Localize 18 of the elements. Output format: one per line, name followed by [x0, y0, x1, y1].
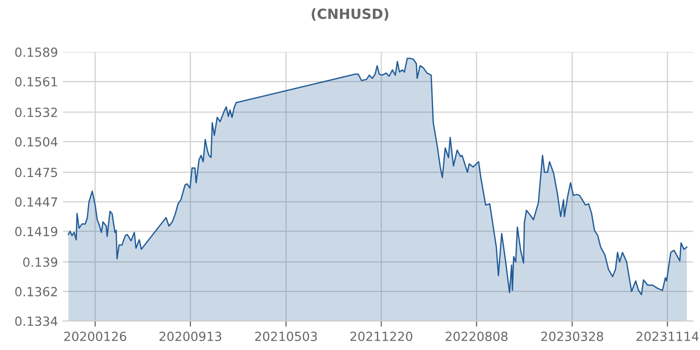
x-tick-label: 20200126 [64, 332, 126, 342]
y-tick-label: 0.1362 [15, 286, 57, 296]
x-tick-label: 20230328 [541, 332, 604, 342]
x-tick-label: 20210503 [255, 332, 317, 342]
chart-title: (CNHUSD) [312, 8, 388, 21]
y-tick-label: 0.1532 [15, 108, 57, 118]
y-tick-label: 0.1447 [15, 197, 58, 207]
y-tick-label: 0.1419 [15, 226, 58, 236]
y-tick-label: 0.1504 [15, 137, 58, 147]
y-tick-label: 0.1561 [15, 77, 57, 86]
y-tick-label: 0.139 [23, 257, 58, 267]
x-tick-label: 20231114 [636, 332, 699, 342]
y-tick-label: 0.1589 [15, 47, 58, 57]
y-tick-label: 0.1475 [15, 168, 58, 178]
x-tick-label: 20220808 [446, 332, 508, 342]
y-tick-label: 0.1334 [15, 316, 58, 326]
x-tick-label: 20211220 [350, 332, 412, 342]
x-tick-label: 20200913 [160, 332, 222, 342]
